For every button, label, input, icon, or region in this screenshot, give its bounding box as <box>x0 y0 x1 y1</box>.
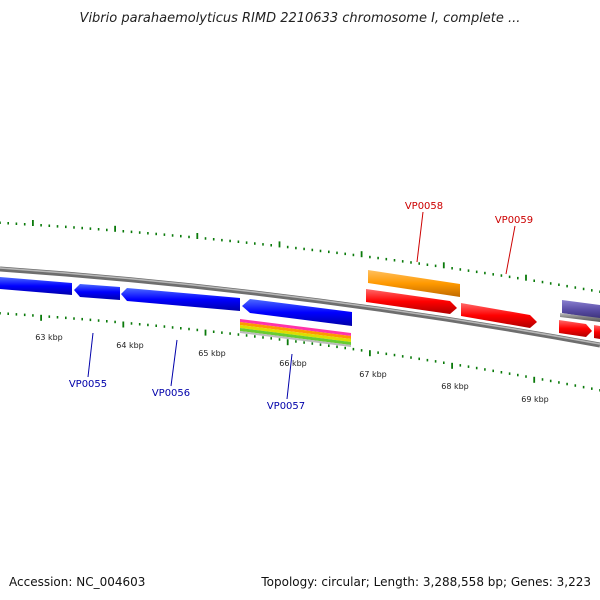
gene-arrow-reverse[interactable] <box>0 277 72 295</box>
leader-line <box>87 332 94 378</box>
chromosome-backbone-highlight <box>0 267 600 345</box>
scale-label: 69 kbp <box>521 395 549 404</box>
leader-line <box>170 339 178 387</box>
feature-orange[interactable] <box>368 270 460 297</box>
accession-text: Accession: NC_004603 <box>9 575 145 589</box>
scale-label: 63 kbp <box>35 333 63 342</box>
scale-label: 67 kbp <box>359 370 387 379</box>
summary-text: Topology: circular; Length: 3,288,558 bp… <box>260 575 591 589</box>
scale-label: 68 kbp <box>441 382 469 391</box>
gene-label-vp0057[interactable]: VP0057 <box>267 401 305 412</box>
feature-purple[interactable] <box>562 300 600 319</box>
gene-arrow-reverse[interactable] <box>121 288 240 311</box>
chromosome-backbone <box>0 266 600 348</box>
leader-line <box>505 225 516 275</box>
gene-arrow-reverse[interactable] <box>242 299 352 326</box>
gene-arrow-forward[interactable] <box>461 303 537 328</box>
leader-line <box>286 353 293 400</box>
scale-label: 64 kbp <box>116 341 144 350</box>
map-title: Vibrio parahaemolyticus RIMD 2210633 chr… <box>80 11 521 26</box>
tick-row-lower <box>0 312 600 392</box>
scale-label: 65 kbp <box>198 349 226 358</box>
gene-label-vp0055[interactable]: VP0055 <box>69 379 107 390</box>
feature-stack[interactable] <box>240 319 351 347</box>
gene-label-vp0058[interactable]: VP0058 <box>405 201 443 212</box>
gene-arrow-forward[interactable] <box>366 289 457 314</box>
scale-label: 66 kbp <box>279 359 307 368</box>
feature-gray[interactable] <box>560 313 600 322</box>
gene-arrow-forward[interactable] <box>594 325 600 339</box>
gene-label-vp0059[interactable]: VP0059 <box>495 215 533 226</box>
leader-line <box>416 211 424 263</box>
tick-row-upper <box>0 220 600 293</box>
gene-arrow-forward[interactable] <box>559 320 592 337</box>
gene-arrow-reverse[interactable] <box>74 284 120 300</box>
gene-label-vp0056[interactable]: VP0056 <box>152 388 190 399</box>
